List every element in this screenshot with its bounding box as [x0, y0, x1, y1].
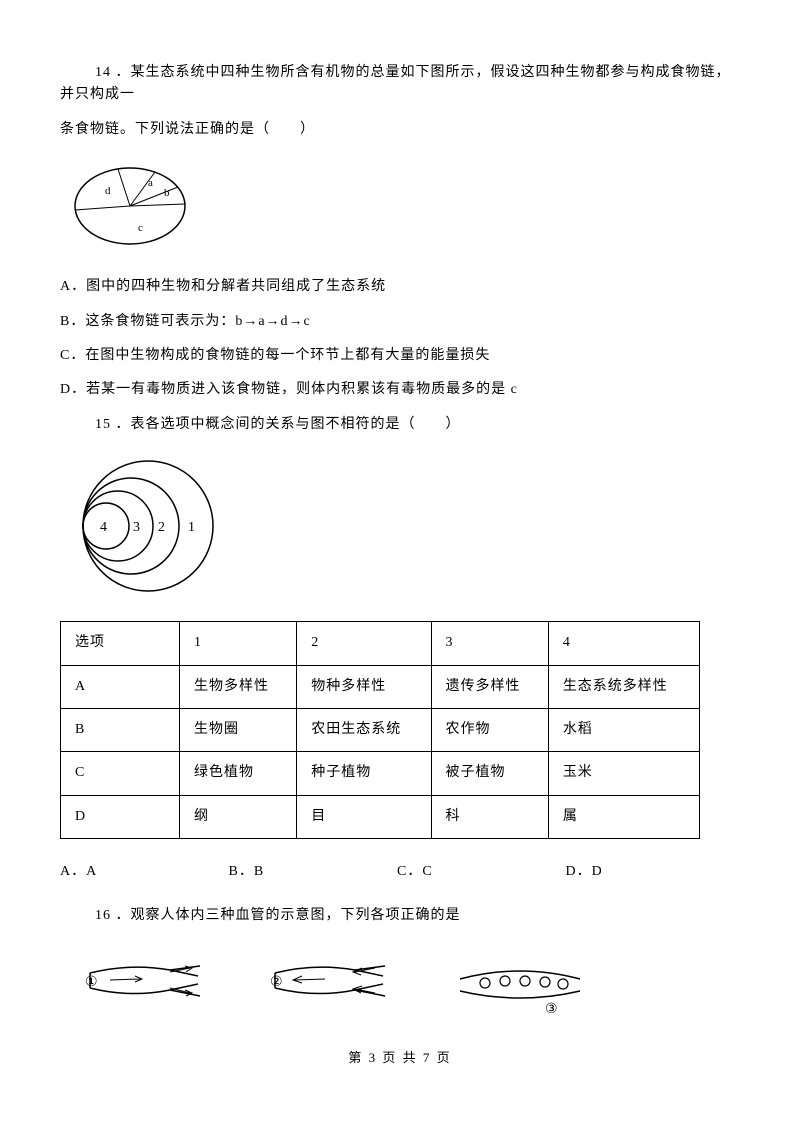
q15-r2c4: 玉米: [548, 752, 699, 795]
q15-r0c4: 生态系统多样性: [548, 665, 699, 708]
q15-th-4: 4: [548, 622, 699, 665]
pie-label-b: b: [164, 187, 170, 199]
page-footer: 第 3 页 共 7 页: [60, 1048, 740, 1069]
q15-ans-b: B．B: [229, 861, 394, 883]
vessel-label-3: ③: [545, 1002, 558, 1017]
q15-r2c0: C: [61, 752, 180, 795]
q15-r3c2: 目: [297, 795, 431, 838]
q15-ans-a: A．A: [60, 861, 225, 883]
q15-r2c3: 被子植物: [431, 752, 548, 795]
pie-label-d: d: [105, 185, 111, 197]
q15-stem: 15 ．表各选项中概念间的关系与图不相符的是（ ）: [60, 414, 740, 436]
q15-r0c1: 生物多样性: [180, 665, 297, 708]
q15-ans-c: C．C: [397, 861, 562, 883]
pie-label-c: c: [138, 222, 143, 234]
q15-r3c1: 纲: [180, 795, 297, 838]
q15-concentric-diagram: 4 3 2 1: [60, 451, 740, 601]
q15-th-2: 2: [297, 622, 431, 665]
q15-answer-row: A．A B．B C．C D．D: [60, 861, 740, 883]
q15-r3c3: 科: [431, 795, 548, 838]
q15-r0c2: 物种多样性: [297, 665, 431, 708]
q15-th-1: 1: [180, 622, 297, 665]
q16-vessel-diagram: ① ② ③: [70, 948, 740, 1018]
q15-r2c2: 种子植物: [297, 752, 431, 795]
concentric-label-2: 2: [158, 520, 165, 535]
vessel-label-2: ②: [270, 975, 283, 990]
q15-r1c0: B: [61, 708, 180, 751]
concentric-label-1: 1: [188, 520, 195, 535]
q15-ans-d: D．D: [566, 861, 603, 883]
table-row: B 生物圈 农田生态系统 农作物 水稻: [61, 708, 700, 751]
q14-option-a: A．图中的四种生物和分解者共同组成了生态系统: [60, 276, 740, 298]
q15-r3c4: 属: [548, 795, 699, 838]
q16-stem: 16 ．观察人体内三种血管的示意图，下列各项正确的是: [60, 905, 740, 927]
q15-th-0: 选项: [61, 622, 180, 665]
concentric-label-3: 3: [133, 520, 140, 535]
q15-r3c0: D: [61, 795, 180, 838]
q15-th-3: 3: [431, 622, 548, 665]
q15-table: 选项 1 2 3 4 A 生物多样性 物种多样性 遗传多样性 生态系统多样性 B…: [60, 621, 700, 839]
q15-r0c3: 遗传多样性: [431, 665, 548, 708]
q15-r2c1: 绿色植物: [180, 752, 297, 795]
q15-r1c4: 水稻: [548, 708, 699, 751]
table-row: A 生物多样性 物种多样性 遗传多样性 生态系统多样性: [61, 665, 700, 708]
q14-stem-line2: 条食物链。下列说法正确的是（ ）: [60, 119, 740, 141]
concentric-label-4: 4: [100, 520, 107, 535]
q15-r0c0: A: [61, 665, 180, 708]
q14-option-c: C．在图中生物构成的食物链的每一个环节上都有大量的能量损失: [60, 345, 740, 367]
table-row: D 纲 目 科 属: [61, 795, 700, 838]
q15-r1c1: 生物圈: [180, 708, 297, 751]
table-row: C 绿色植物 种子植物 被子植物 玉米: [61, 752, 700, 795]
table-header-row: 选项 1 2 3 4: [61, 622, 700, 665]
pie-label-a: a: [148, 177, 153, 189]
q15-r1c2: 农田生态系统: [297, 708, 431, 751]
q14-option-b: B．这条食物链可表示为：b→a→d→c: [60, 311, 740, 333]
q14-option-d: D．若某一有毒物质进入该食物链，则体内积累该有毒物质最多的是 c: [60, 379, 740, 401]
q14-stem-line1: 14 ．某生态系统中四种生物所含有机物的总量如下图所示，假设这四种生物都参与构成…: [60, 62, 740, 107]
vessel-label-1: ①: [85, 975, 98, 990]
q15-r1c3: 农作物: [431, 708, 548, 751]
q14-pie-diagram: a b c d: [60, 156, 740, 256]
